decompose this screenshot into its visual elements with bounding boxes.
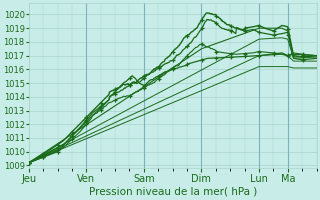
X-axis label: Pression niveau de la mer( hPa ): Pression niveau de la mer( hPa ) bbox=[89, 187, 257, 197]
